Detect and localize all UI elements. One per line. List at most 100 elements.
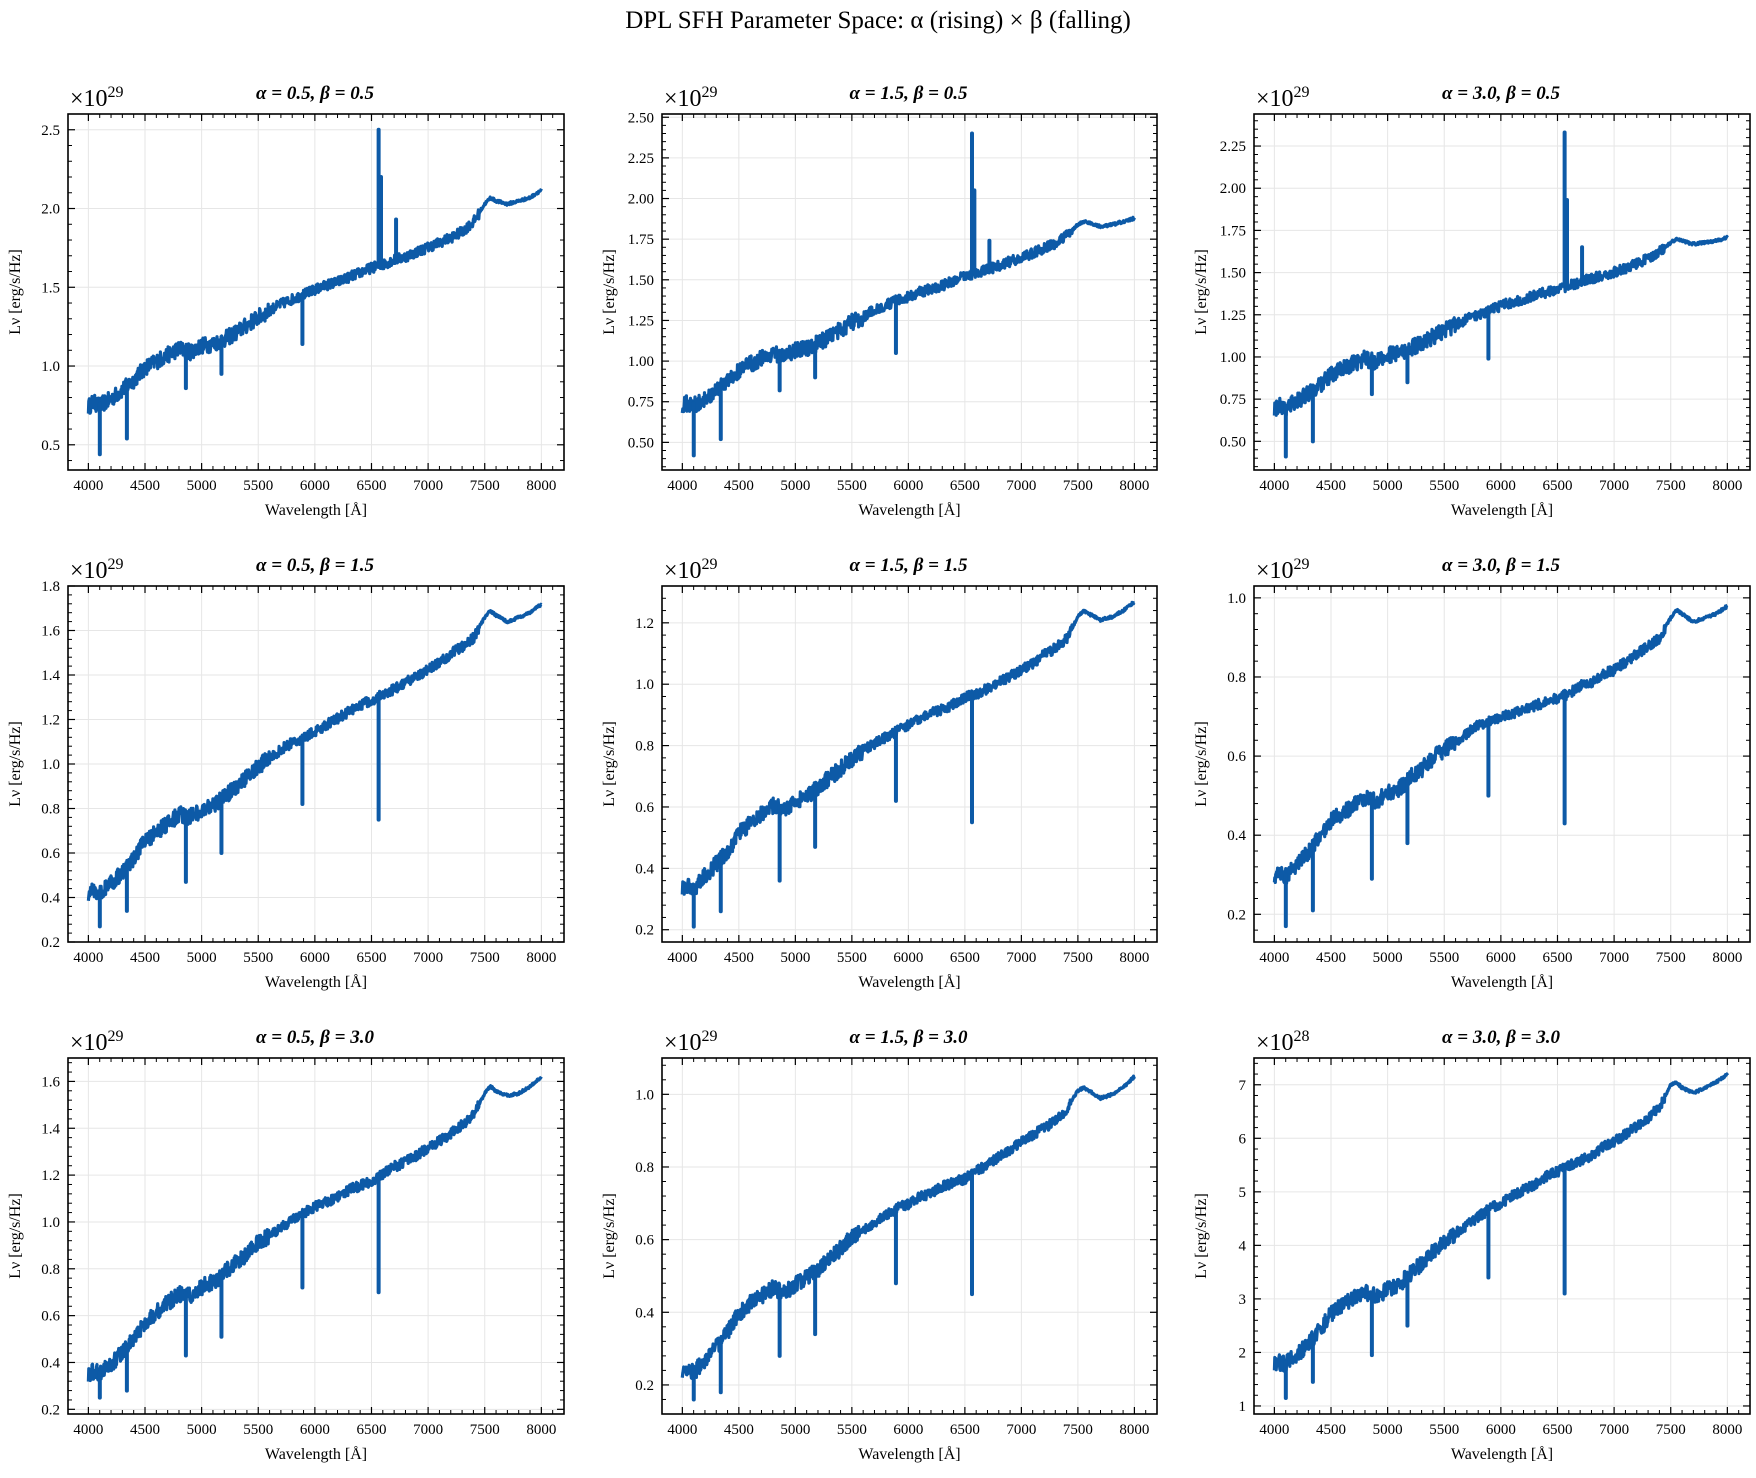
x-tick-label: 6500 [950, 478, 980, 494]
x-tick-label: 5500 [1429, 950, 1459, 966]
plot-area [1272, 1072, 1729, 1400]
subplot-title: α = 0.5, β = 1.5 [256, 555, 374, 576]
y-tick-label: 5 [1239, 1185, 1247, 1201]
y-tick-label: 0.2 [1227, 907, 1246, 923]
x-tick-label: 6500 [950, 1422, 980, 1438]
x-tick-label: 7000 [1006, 478, 1036, 494]
subplot-title: α = 1.5, β = 0.5 [850, 83, 968, 104]
plot-area [86, 1075, 543, 1400]
y-tick-label: 1.4 [41, 668, 60, 684]
spectrum-line [86, 188, 543, 415]
x-tick-label: 5500 [837, 478, 867, 494]
x-tick-label: 6000 [300, 478, 330, 494]
subplot-5: 4000 4500 5000 5500 6000 6500 7000 7500 8000 0.2 0… [601, 555, 1158, 991]
subplot-4: 4000 4500 5000 5500 6000 6500 7000 7500 8000 0.2 0… [7, 555, 565, 991]
x-tick-label: 5500 [837, 950, 867, 966]
plot-area [1272, 603, 1729, 929]
x-tick-label: 5000 [780, 1422, 810, 1438]
x-tick-label: 4500 [1316, 478, 1346, 494]
y-tick-label: 1 [1239, 1399, 1247, 1415]
x-tick-label: 8000 [526, 478, 556, 494]
x-tick-label: 4000 [667, 1422, 697, 1438]
x-tick-label: 7500 [1656, 950, 1686, 966]
x-tick-label: 5000 [1373, 478, 1403, 494]
offset-scale-label: ×1028 [1256, 1028, 1310, 1056]
y-axis-label: Lν [erg/s/Hz] [1193, 721, 1210, 807]
x-tick-label: 8000 [1712, 478, 1742, 494]
x-tick-label: 6500 [1542, 1422, 1572, 1438]
x-tick-label: 8000 [1119, 478, 1149, 494]
y-tick-label: 0.4 [1227, 828, 1246, 844]
subplot-3: 4000 4500 5000 5500 6000 6500 7000 7500 8000 0.50… [1193, 83, 1751, 519]
subplot-6: 4000 4500 5000 5500 6000 6500 7000 7500 8000 0.2 0… [1193, 555, 1751, 991]
y-axis-label: Lν [erg/s/Hz] [7, 249, 24, 335]
y-tick-label: 2.25 [628, 151, 654, 167]
x-tick-label: 4500 [130, 478, 160, 494]
y-tick-label: 1.75 [628, 232, 654, 248]
x-tick-label: 6500 [950, 950, 980, 966]
y-tick-label: 1.00 [1220, 350, 1246, 366]
y-tick-label: 0.4 [635, 1305, 654, 1321]
x-tick-label: 7500 [470, 478, 500, 494]
spectrum-line [680, 600, 1136, 896]
y-tick-label: 1.00 [628, 354, 654, 370]
x-tick-label: 6000 [1486, 478, 1516, 494]
x-tick-label: 4000 [73, 1422, 103, 1438]
spectrum-line [1272, 603, 1729, 885]
y-tick-label: 0.8 [41, 1262, 60, 1278]
x-tick-label: 7000 [1599, 478, 1629, 494]
plot-area [680, 1074, 1136, 1402]
x-tick-label: 5000 [187, 950, 217, 966]
plot-area [680, 600, 1136, 929]
y-tick-label: 0.6 [41, 846, 60, 862]
y-tick-label: 0.6 [41, 1309, 60, 1325]
x-tick-label: 5500 [243, 478, 273, 494]
offset-scale-label: ×1029 [664, 84, 718, 112]
x-tick-label: 4000 [73, 950, 103, 966]
y-tick-label: 2.00 [628, 192, 654, 208]
x-tick-label: 6000 [300, 950, 330, 966]
x-axis-label: Wavelength [Å] [858, 501, 960, 519]
x-tick-label: 8000 [526, 950, 556, 966]
x-axis-label: Wavelength [Å] [265, 973, 367, 991]
axes-frame [661, 113, 1158, 471]
offset-scale-label: ×1029 [1256, 556, 1310, 584]
x-tick-label: 4500 [130, 950, 160, 966]
x-tick-label: 4000 [73, 478, 103, 494]
subplot-title: α = 3.0, β = 0.5 [1442, 83, 1560, 104]
x-tick-label: 4500 [724, 950, 754, 966]
subplot-2: 4000 4500 5000 5500 6000 6500 7000 7500 8000 0.50… [601, 83, 1158, 519]
x-tick-label: 8000 [1119, 1422, 1149, 1438]
axes-frame [661, 585, 1158, 943]
x-axis-label: Wavelength [Å] [858, 973, 960, 991]
y-axis-label: Lν [erg/s/Hz] [601, 249, 618, 335]
x-tick-label: 4000 [667, 950, 697, 966]
y-tick-label: 1.0 [635, 1087, 654, 1103]
y-tick-label: 0.50 [1220, 434, 1246, 450]
x-tick-label: 7000 [413, 478, 443, 494]
y-tick-label: 1.2 [41, 1168, 60, 1184]
offset-scale-label: ×1029 [70, 556, 124, 584]
x-tick-label: 6500 [356, 950, 386, 966]
x-tick-label: 6500 [356, 478, 386, 494]
spectrum-line [86, 1075, 543, 1383]
x-tick-label: 5000 [187, 478, 217, 494]
y-tick-label: 0.5 [41, 438, 60, 454]
y-tick-label: 1.0 [41, 1215, 60, 1231]
x-axis-label: Wavelength [Å] [1451, 501, 1553, 519]
x-tick-label: 4000 [1259, 1422, 1289, 1438]
x-tick-label: 6000 [300, 1422, 330, 1438]
axes-frame [1253, 113, 1751, 471]
x-tick-label: 6000 [893, 950, 923, 966]
spectrum-line [86, 602, 543, 902]
x-tick-label: 7000 [1006, 1422, 1036, 1438]
x-tick-label: 4000 [1259, 478, 1289, 494]
axes-frame [1253, 585, 1751, 943]
y-tick-label: 6 [1239, 1131, 1247, 1147]
x-tick-label: 7000 [1599, 1422, 1629, 1438]
y-tick-label: 0.2 [41, 1402, 60, 1418]
y-tick-label: 0.6 [635, 1233, 654, 1249]
figure-title: DPL SFH Parameter Space: α (rising) × β … [625, 7, 1131, 34]
x-tick-label: 7500 [1656, 1422, 1686, 1438]
